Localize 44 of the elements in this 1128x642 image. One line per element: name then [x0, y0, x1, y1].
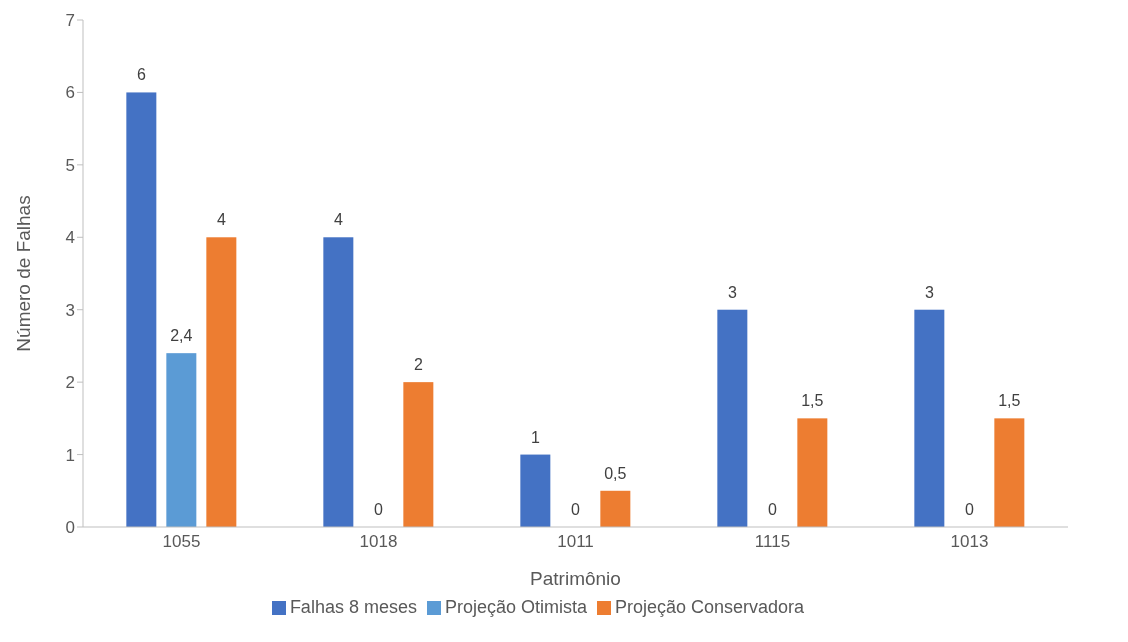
data-label: 1 [530, 428, 540, 446]
data-label: 0 [767, 501, 777, 518]
x-tick-label: 1013 [950, 532, 989, 552]
data-label: 0 [964, 501, 974, 518]
bar [323, 237, 354, 527]
x-tick-label: 1011 [557, 532, 594, 552]
data-label: 6 [136, 66, 146, 84]
data-label: 0 [373, 501, 383, 518]
bar [166, 353, 197, 527]
bar [206, 237, 237, 527]
bar [600, 490, 631, 527]
bar [717, 309, 748, 527]
bar [520, 454, 551, 527]
data-label: 4 [333, 211, 343, 229]
bar [797, 418, 828, 527]
y-tick-label: 0 [65, 518, 75, 538]
y-tick-label: 1 [65, 445, 75, 465]
y-tick-label: 5 [65, 155, 75, 175]
y-axis-title: Número de Falhas [12, 195, 34, 352]
x-axis-title: Patrimônio [530, 568, 621, 589]
x-tick-label: 1115 [754, 532, 791, 552]
y-tick-label: 3 [65, 300, 75, 320]
bar [994, 418, 1025, 527]
x-tick-label: 1055 [162, 532, 201, 552]
data-label: 3 [924, 283, 934, 301]
bar [914, 309, 945, 527]
legend-label: Projeção Otimista [444, 597, 587, 617]
data-label: 0 [570, 501, 580, 518]
data-label: 1,5 [801, 392, 824, 410]
data-label: 1,5 [998, 392, 1021, 410]
legend-label: Falhas 8 meses [289, 597, 417, 617]
bar [403, 382, 434, 527]
legend-label: Projeção Conservadora [615, 597, 805, 617]
y-tick-label: 2 [65, 373, 75, 393]
data-label: 4 [216, 211, 226, 229]
y-tick-label: 7 [65, 11, 75, 31]
x-tick-label: 1018 [359, 532, 398, 552]
data-label: 0,5 [604, 464, 627, 482]
bar [126, 92, 157, 527]
data-label: 2,4 [170, 327, 193, 345]
data-label: 3 [727, 283, 737, 301]
y-tick-label: 6 [65, 83, 75, 103]
y-tick-label: 4 [65, 228, 75, 248]
data-label: 2 [413, 356, 423, 374]
